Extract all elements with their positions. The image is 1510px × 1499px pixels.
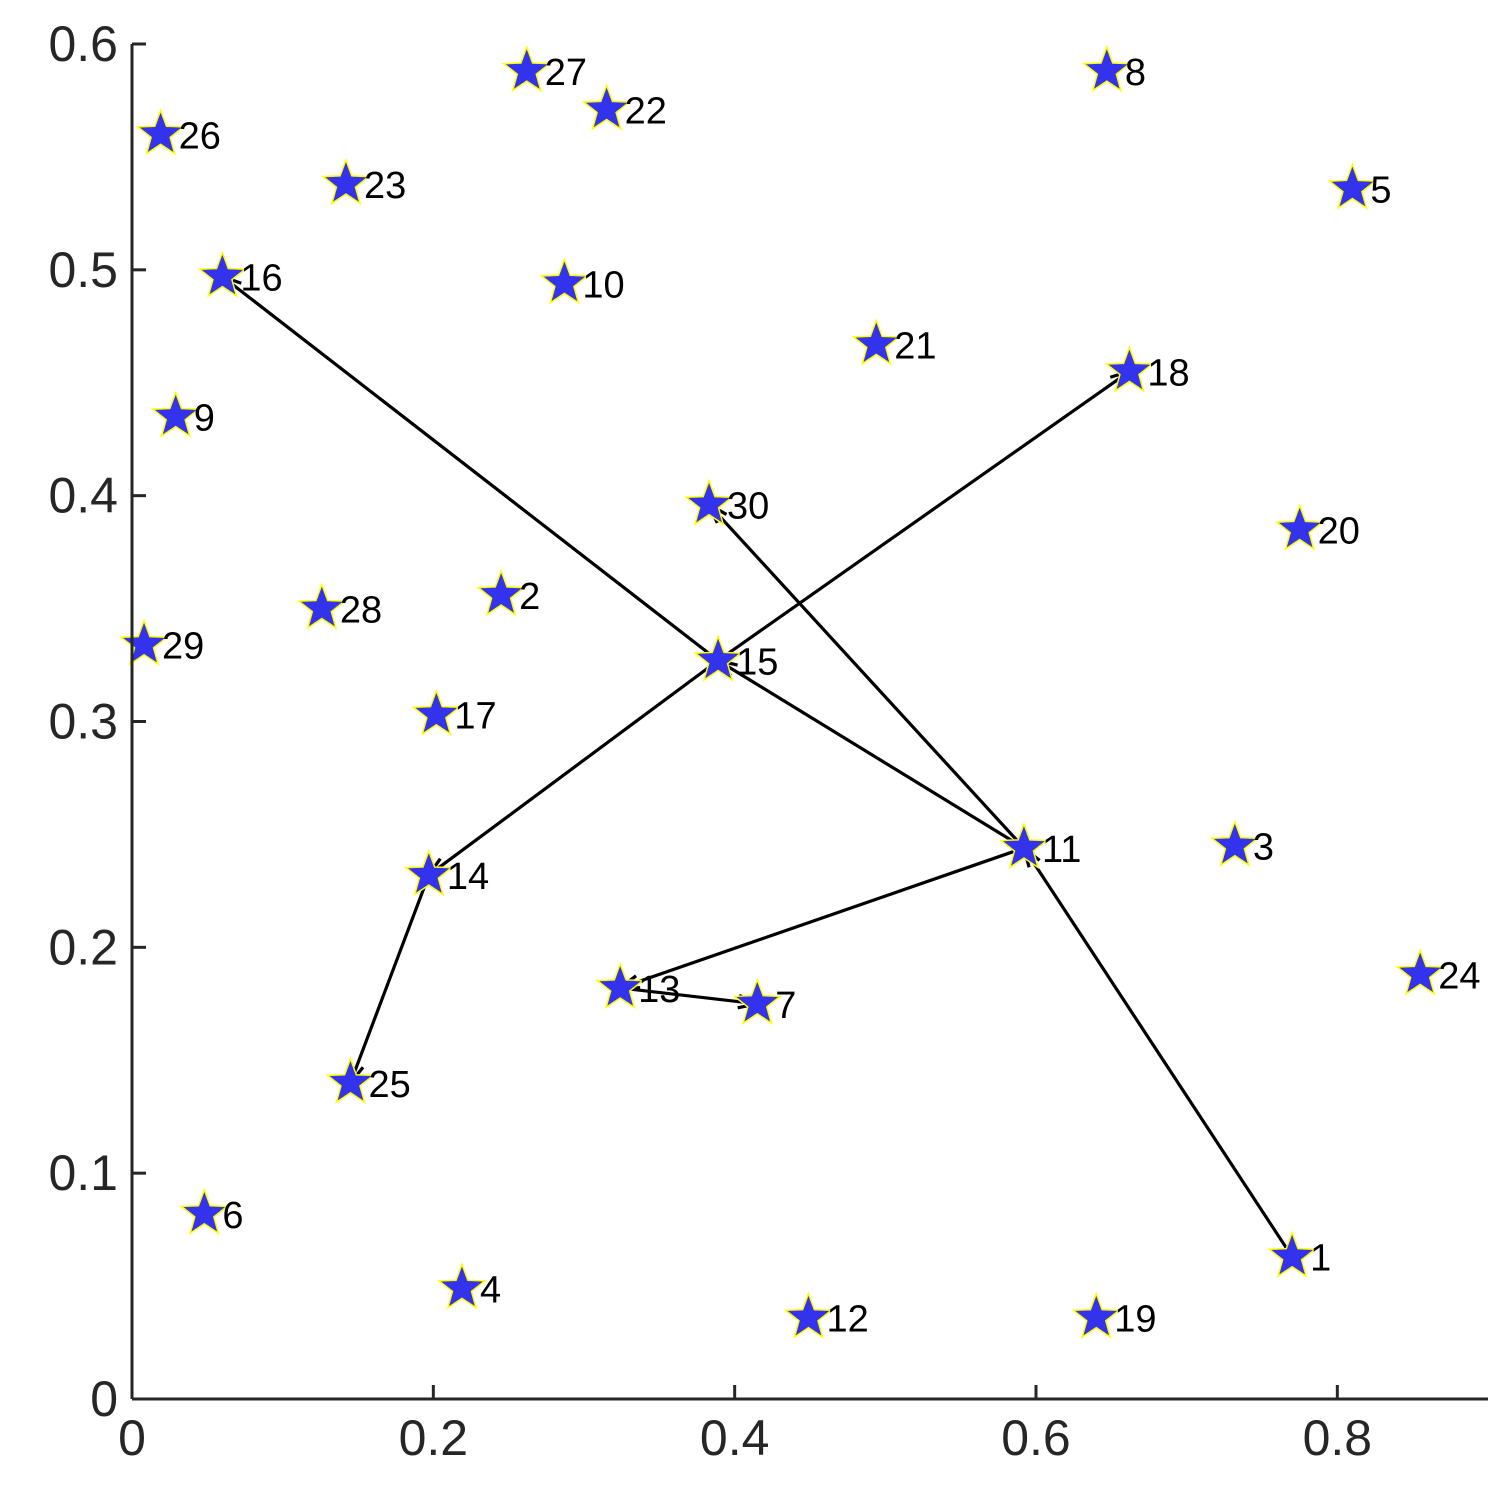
point-30 <box>684 478 734 526</box>
point-7 <box>732 977 783 1025</box>
point-19 <box>1071 1291 1122 1339</box>
point-label-9: 9 <box>194 398 215 440</box>
point-2 <box>476 568 527 617</box>
edge-15-14 <box>427 659 720 877</box>
edge-15-18 <box>717 370 1131 662</box>
point-label-27: 27 <box>545 52 587 94</box>
point-label-26: 26 <box>179 115 221 157</box>
point-label-28: 28 <box>340 590 382 632</box>
x-tick-label: 0.8 <box>1303 1410 1373 1466</box>
point-13 <box>595 961 646 1010</box>
point-label-18: 18 <box>1147 352 1189 394</box>
point-21 <box>851 318 902 366</box>
point-28 <box>296 582 347 630</box>
point-14 <box>403 848 454 897</box>
point-label-20: 20 <box>1318 511 1360 553</box>
x-tick-label: 0 <box>118 1410 146 1466</box>
point-15 <box>693 634 743 682</box>
point-10 <box>539 257 590 305</box>
points-layer <box>119 44 1446 1339</box>
point-22 <box>581 83 632 131</box>
y-tick-label: 0.5 <box>48 242 118 298</box>
point-label-19: 19 <box>1114 1299 1156 1341</box>
edges-layer <box>218 273 1294 1258</box>
x-tick-label: 0.6 <box>1001 1410 1071 1466</box>
point-label-3: 3 <box>1253 827 1274 869</box>
point-29 <box>119 618 169 666</box>
point-16 <box>197 250 248 298</box>
point-26 <box>135 108 186 156</box>
edge-15-16 <box>221 275 720 662</box>
point-9 <box>150 390 201 438</box>
point-label-14: 14 <box>447 856 489 898</box>
point-1 <box>1267 1230 1318 1278</box>
point-label-17: 17 <box>454 696 496 738</box>
point-label-16: 16 <box>240 258 282 300</box>
point-25 <box>325 1056 376 1105</box>
edge-14-25 <box>348 874 431 1084</box>
point-label-30: 30 <box>727 486 769 528</box>
y-tick-label: 0.2 <box>48 919 118 975</box>
point-label-8: 8 <box>1125 52 1146 94</box>
point-label-24: 24 <box>1438 955 1480 997</box>
point-4 <box>437 1262 487 1310</box>
edge-11-13 <box>619 846 1025 990</box>
point-5 <box>1327 162 1378 210</box>
point-23 <box>321 157 371 206</box>
point-label-13: 13 <box>638 969 680 1011</box>
ticks-layer: 0 0.1 0.2 0.3 0.4 0.5 0.6 0 0.2 0.4 0.6 0.8 <box>48 16 1372 1466</box>
point-label-6: 6 <box>222 1195 243 1237</box>
point-label-25: 25 <box>368 1064 410 1106</box>
edge-1-11 <box>1022 847 1294 1258</box>
point-label-22: 22 <box>625 90 667 132</box>
point-label-23: 23 <box>364 165 406 207</box>
y-tick-label: 0.4 <box>48 468 118 524</box>
y-tick-label: 0.1 <box>48 1145 118 1201</box>
point-label-1: 1 <box>1310 1238 1331 1280</box>
edge-11-30 <box>707 503 1026 850</box>
point-20 <box>1274 503 1325 551</box>
y-tick-label: 0.6 <box>48 16 118 72</box>
point-label-29: 29 <box>162 626 204 668</box>
y-tick-label: 0.3 <box>48 694 118 750</box>
point-17 <box>411 688 462 736</box>
axes-layer <box>130 44 1488 1401</box>
point-3 <box>1209 819 1260 867</box>
x-tick-label: 0.2 <box>399 1410 469 1466</box>
point-8 <box>1081 44 1132 93</box>
point-24 <box>1395 948 1446 996</box>
point-11 <box>999 821 1049 870</box>
point-label-7: 7 <box>775 985 796 1027</box>
point-label-4: 4 <box>480 1269 501 1311</box>
point-12 <box>783 1291 834 1339</box>
point-label-5: 5 <box>1370 170 1391 212</box>
x-tick-label: 0.4 <box>700 1410 770 1466</box>
point-label-2: 2 <box>519 576 540 618</box>
y-tick-label: 0 <box>90 1371 118 1427</box>
node-labels-layer: 1234567891011121314151617181920212223242… <box>162 52 1480 1341</box>
edge-11-15 <box>717 659 1025 850</box>
point-27 <box>501 44 552 93</box>
point-18 <box>1104 345 1155 393</box>
point-label-21: 21 <box>894 325 936 367</box>
edge-13-7 <box>619 986 758 1006</box>
point-label-11: 11 <box>1042 829 1081 871</box>
point-label-15: 15 <box>736 642 778 684</box>
point-6 <box>179 1187 230 1235</box>
point-label-12: 12 <box>826 1299 868 1341</box>
point-label-10: 10 <box>582 264 624 306</box>
